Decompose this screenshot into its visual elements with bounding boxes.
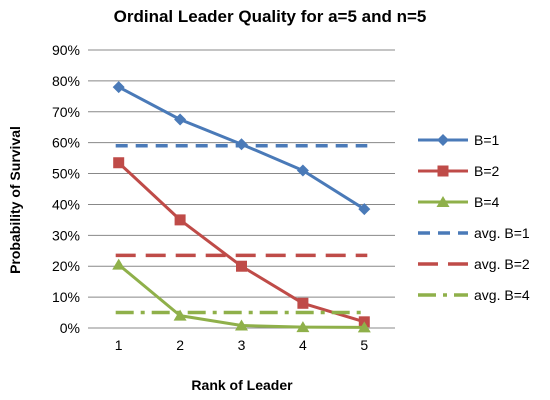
legend: B=1 B=2 B=4 avg. B=1 avg. B=2 avg. B=4 xyxy=(418,132,530,303)
y-tick-label: 50% xyxy=(52,166,80,182)
legend-item: B=4 xyxy=(418,194,500,210)
x-tick-label: 1 xyxy=(115,337,123,353)
legend-marker xyxy=(436,196,450,207)
series-2 xyxy=(112,258,371,333)
x-tick-label: 4 xyxy=(299,337,307,353)
data-point xyxy=(358,203,371,216)
y-tick-label: 80% xyxy=(52,73,80,89)
legend-item: B=1 xyxy=(418,132,500,148)
y-tick-label: 70% xyxy=(52,104,80,120)
data-point xyxy=(174,214,186,226)
gridlines xyxy=(88,49,395,298)
data-point xyxy=(296,321,310,333)
legend-marker xyxy=(437,134,449,146)
data-point xyxy=(235,319,248,331)
data-point xyxy=(296,164,309,177)
y-tick-label: 0% xyxy=(60,320,80,336)
legend-item: B=2 xyxy=(418,163,500,179)
chart-title: Ordinal Leader Quality for a=5 and n=5 xyxy=(114,7,427,26)
legend-item: avg. B=1 xyxy=(418,225,530,241)
legend-marker xyxy=(437,165,449,177)
data-point xyxy=(173,309,187,321)
legend-label: B=2 xyxy=(474,163,500,179)
series-group xyxy=(112,81,371,333)
x-tick-label: 3 xyxy=(238,337,246,353)
legend-label: avg. B=1 xyxy=(474,225,530,241)
series-line xyxy=(117,263,365,329)
y-tick-label: 40% xyxy=(52,196,80,212)
legend-label: B=1 xyxy=(474,132,500,148)
legend-label: B=4 xyxy=(474,194,500,210)
x-axis-label: Rank of Leader xyxy=(191,377,293,393)
x-tick-label: 5 xyxy=(360,337,368,353)
series-1 xyxy=(113,157,370,328)
x-tick-label: 2 xyxy=(176,337,184,353)
data-point xyxy=(113,157,125,169)
data-point xyxy=(174,113,187,126)
y-tick-label: 10% xyxy=(52,289,80,305)
legend-label: avg. B=4 xyxy=(474,287,530,303)
y-tick-label: 30% xyxy=(52,227,80,243)
y-axis-label: Probability of Survival xyxy=(7,126,23,274)
data-point xyxy=(112,258,126,270)
data-point xyxy=(357,321,371,333)
y-tick-labels: 0% 10% 20% 30% 40% 50% 60% 70% 80% 90% xyxy=(52,42,80,336)
x-tick-labels: 1 2 3 4 5 xyxy=(115,337,369,353)
data-point xyxy=(236,260,247,272)
data-point xyxy=(112,81,125,94)
data-point xyxy=(297,297,309,309)
y-tick-label: 90% xyxy=(52,42,80,58)
legend-item: avg. B=4 xyxy=(418,287,530,303)
legend-item: avg. B=2 xyxy=(418,256,530,272)
y-tick-label: 60% xyxy=(52,135,80,151)
y-tick-label: 20% xyxy=(52,258,80,274)
legend-label: avg. B=2 xyxy=(474,256,530,272)
